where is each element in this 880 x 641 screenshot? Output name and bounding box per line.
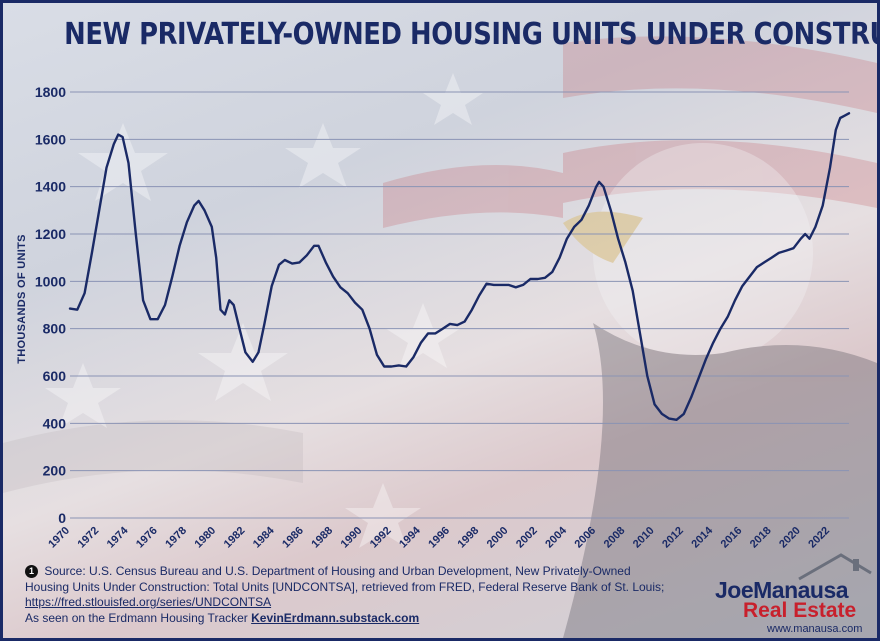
x-tick-label: 2008 [602,525,628,551]
eagle-icon [563,143,877,638]
tracker-text: As seen on the Erdmann Housing Tracker [25,610,252,625]
x-tick-label: 1978 [163,525,189,551]
erdmann-link[interactable]: KevinErdmann.substack.com [251,610,420,625]
y-tick-label: 1400 [35,179,66,195]
y-tick-label: 1800 [35,84,66,100]
logo-name: JoeManausa [715,577,849,603]
logo-url: www.manausa.com [767,623,863,635]
x-tick-label: 2022 [806,525,832,551]
x-tick-label: 1996 [426,525,452,551]
x-tick-labels: 1970 1972 1974 1976 1978 1980 1982 1984 1986 1988… [46,524,832,550]
chart-title: NEW PRIVATELY-OWNED HOUSING UNITS UNDER … [64,17,877,52]
star-icon [45,73,483,548]
house-roof-icon [798,553,872,581]
y-tick-label: 0 [58,510,66,526]
x-tick-label: 2000 [485,525,511,551]
x-tick-label: 1976 [134,525,160,551]
x-tick-label: 1974 [105,524,131,550]
x-tick-label: 1972 [76,525,102,551]
x-tick-label: 1992 [368,525,394,551]
x-tick-label: 1984 [251,524,277,550]
y-tick-label: 600 [43,368,67,384]
footnote-number-icon: 1 [25,565,38,578]
company-logo: JoeManausa Real Estate www.manausa.com [703,551,873,638]
x-tick-label: 1990 [339,525,365,551]
y-tick-labels: 0 200 400 600 800 1000 1200 1400 1600 1800 [35,84,66,526]
x-tick-label: 2016 [719,525,745,551]
x-tick-label: 2020 [777,525,803,551]
y-tick-label: 1600 [35,131,66,147]
x-tick-label: 2012 [660,525,686,551]
y-tick-label: 1200 [35,226,66,242]
x-tick-label: 1998 [456,525,482,551]
x-tick-label: 1982 [222,525,248,551]
y-tick-label: 1000 [35,273,66,289]
series-line [68,112,851,421]
source-note: 1 Source: U.S. Census Bureau and U.S. De… [25,564,665,626]
x-tick-label: 2010 [631,525,657,551]
source-text: Source: U.S. Census Bureau and U.S. Depa… [25,564,665,594]
logo-subtitle: Real Estate [743,599,857,622]
background-art [3,36,877,638]
x-tick-label: 2004 [543,524,569,550]
x-tick-label: 1986 [280,525,306,551]
x-tick-label: 2018 [748,525,774,551]
x-tick-label: 2006 [572,525,598,551]
y-tick-label: 200 [43,463,67,479]
x-tick-label: 2014 [689,524,715,550]
x-tick-label: 1988 [309,525,335,551]
x-tick-label: 1970 [46,525,72,551]
x-tick-label: 2002 [514,525,540,551]
x-tick-label: 1980 [192,525,218,551]
fred-link[interactable]: https://fred.stlouisfed.org/series/UNDCO… [25,595,272,609]
grid-lines [70,91,849,519]
y-tick-label: 800 [43,321,67,337]
y-tick-label: 400 [43,415,67,431]
flag-stripes [3,36,877,493]
x-tick-label: 1994 [397,524,423,550]
